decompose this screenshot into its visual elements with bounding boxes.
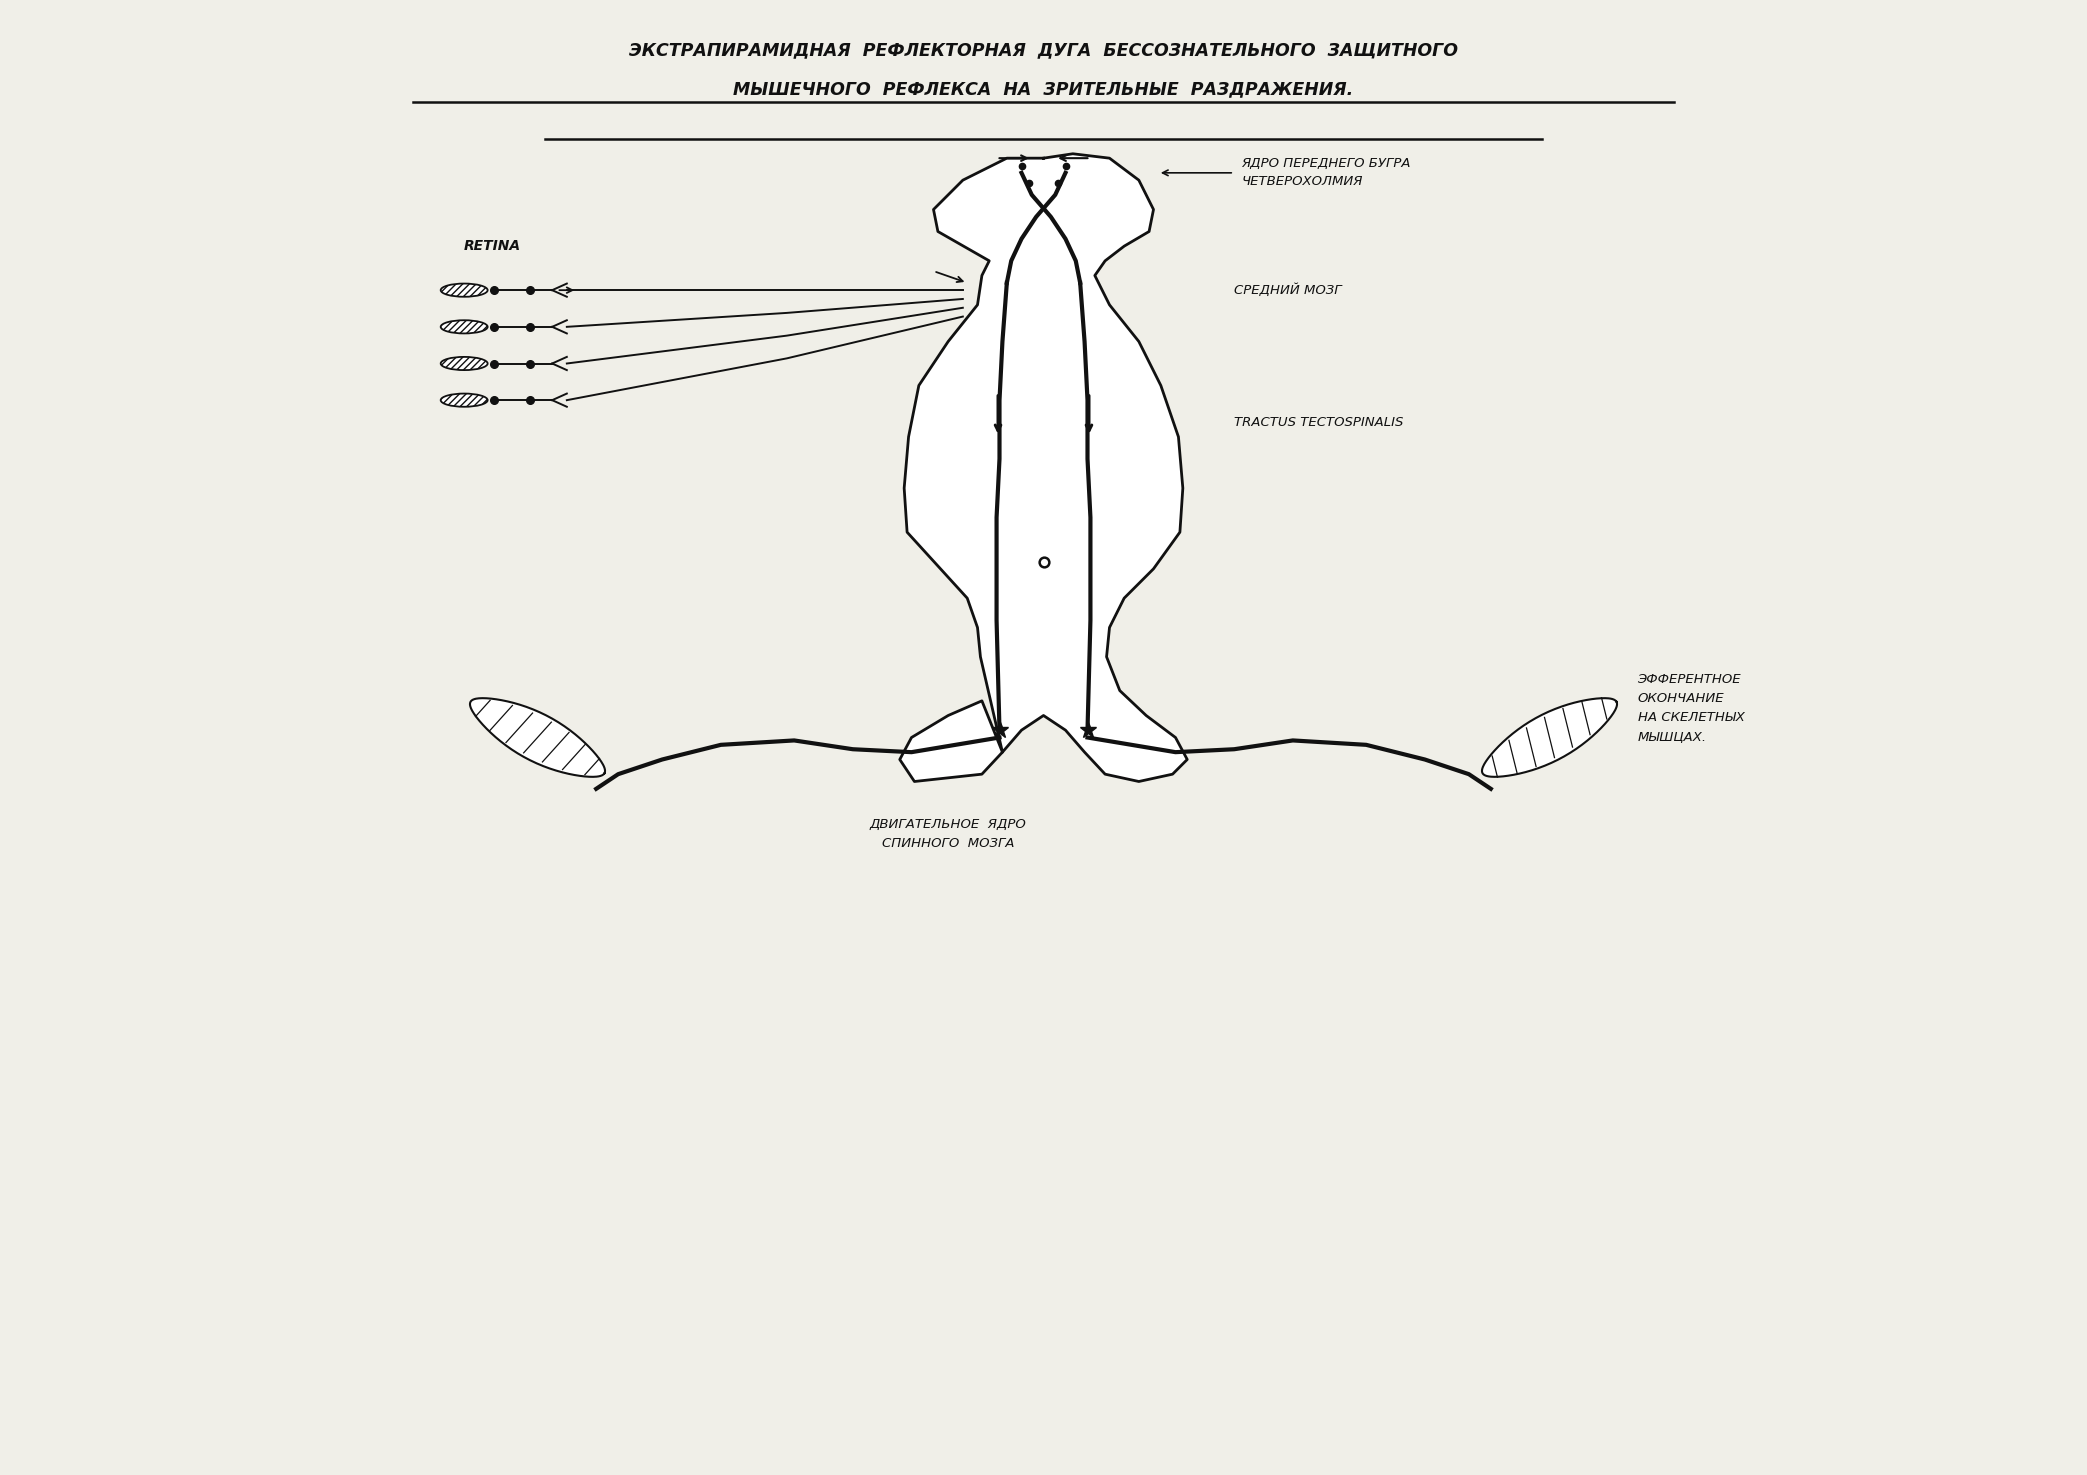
- Ellipse shape: [440, 320, 488, 333]
- Text: TRACTUS TECTOSPINALIS: TRACTUS TECTOSPINALIS: [1233, 416, 1405, 429]
- Text: ЭФФЕРЕНТНОЕ
ОКОНЧАНИЕ
НА СКЕЛЕТНЫХ
МЫШЦАХ.: ЭФФЕРЕНТНОЕ ОКОНЧАНИЕ НА СКЕЛЕТНЫХ МЫШЦА…: [1638, 673, 1745, 743]
- Polygon shape: [1482, 698, 1617, 777]
- Text: МЫШЕЧНОГО  РЕФЛЕКСА  НА  ЗРИТЕЛЬНЫЕ  РАЗДРАЖЕНИЯ.: МЫШЕЧНОГО РЕФЛЕКСА НА ЗРИТЕЛЬНЫЕ РАЗДРАЖ…: [733, 81, 1354, 99]
- Ellipse shape: [440, 394, 488, 407]
- Ellipse shape: [440, 283, 488, 296]
- Polygon shape: [899, 153, 1188, 782]
- Text: ЯДРО ПЕРЕДНЕГО БУГРА
ЧЕТВЕРОХОЛМИЯ: ЯДРО ПЕРЕДНЕГО БУГРА ЧЕТВЕРОХОЛМИЯ: [1242, 158, 1411, 189]
- Text: ЭКСТРАПИРАМИДНАЯ  РЕФЛЕКТОРНАЯ  ДУГА  БЕССОЗНАТЕЛЬНОГО  ЗАЩИТНОГО: ЭКСТРАПИРАМИДНАЯ РЕФЛЕКТОРНАЯ ДУГА БЕССО…: [628, 41, 1459, 59]
- Ellipse shape: [440, 357, 488, 370]
- Polygon shape: [470, 698, 605, 777]
- Text: RETINA: RETINA: [463, 239, 522, 254]
- Text: ДВИГАТЕЛЬНОЕ  ЯДРО
СПИННОГО  МОЗГА: ДВИГАТЕЛЬНОЕ ЯДРО СПИННОГО МОЗГА: [870, 819, 1027, 850]
- Text: СРЕДНИЙ МОЗГ: СРЕДНИЙ МОЗГ: [1233, 283, 1342, 296]
